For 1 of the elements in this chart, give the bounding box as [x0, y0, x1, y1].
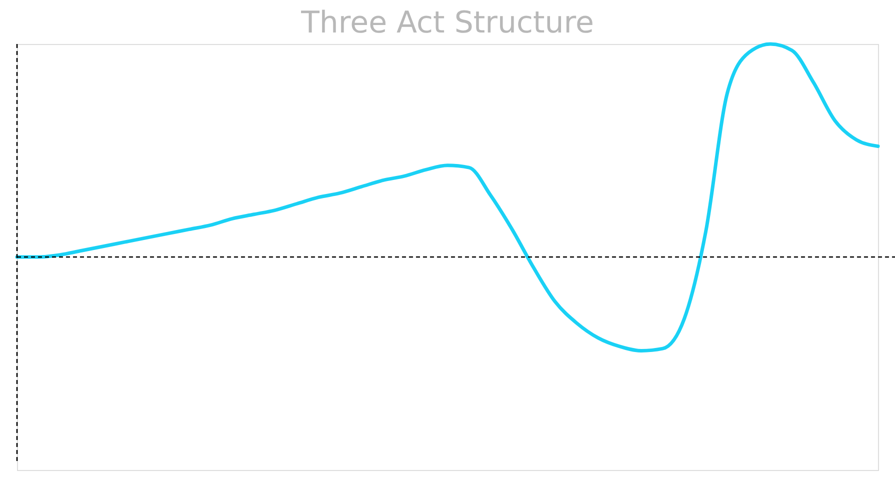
chart-title: Three Act Structure — [300, 5, 594, 40]
